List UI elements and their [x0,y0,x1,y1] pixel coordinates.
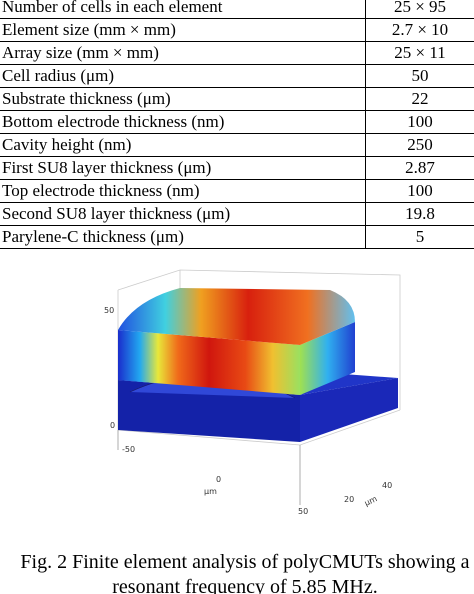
parameter-cell: Element size (mm × mm) [0,18,366,42]
parameter-cell: Number of cells in each element [0,0,366,19]
parameter-cell: Array size (mm × mm) [0,41,366,65]
parameter-table: Number of cells in each element 25 × 95 El… [0,0,474,249]
caption-line: resonant frequency of 5.85 MHz. [112,576,378,594]
axis-label: 0 [216,475,221,484]
table-row: Parylene-C thickness (μm) 5 [0,225,474,249]
table-row: Second SU8 layer thickness (μm) 19.8 [0,202,474,226]
parameter-cell: Parylene-C thickness (μm) [0,225,366,249]
axis-label: μm [363,494,379,508]
caption-line: Fig. 2 Finite element analysis of polyCM… [20,551,470,573]
value-cell: 250 [365,133,474,157]
axis-label: 50 [104,306,114,315]
value-cell: 2.87 [365,156,474,180]
axis-label: 50 [298,507,308,516]
axis-labels: 50 0 -50 0 μm 50 40 20 μm [104,306,392,516]
axis-label: 0 [110,421,115,430]
lower-block-side [300,378,398,442]
axis-label: -50 [122,445,135,454]
axis-label: 20 [344,495,354,504]
table-row: Bottom electrode thickness (nm) 100 [0,110,474,134]
upper-top [118,288,355,345]
table-row: Number of cells in each element 25 × 95 [0,0,474,19]
parameter-cell: First SU8 layer thickness (μm) [0,156,366,180]
value-cell: 5 [365,225,474,249]
axis-label: μm [204,487,217,496]
table-row: Top electrode thickness (nm) 100 [0,179,474,203]
value-cell: 19.8 [365,202,474,226]
upper-front [118,330,300,395]
value-cell: 50 [365,64,474,88]
upper-side [300,322,355,395]
parameter-cell: Top electrode thickness (nm) [0,179,366,203]
table-row: First SU8 layer thickness (μm) 2.87 [0,156,474,180]
axis-label: 40 [382,481,392,490]
